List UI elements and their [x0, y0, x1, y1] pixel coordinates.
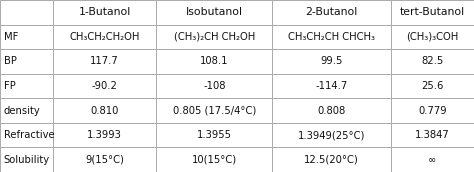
Text: 99.5: 99.5	[320, 56, 343, 66]
Text: 10(15°C): 10(15°C)	[192, 155, 237, 165]
Bar	[156, 98, 272, 123]
Text: density: density	[4, 106, 41, 116]
Text: tert-Butanol: tert-Butanol	[400, 7, 465, 17]
Bar	[53, 74, 156, 98]
Bar	[53, 25, 156, 49]
Text: Solubility: Solubility	[4, 155, 50, 165]
Text: -114.7: -114.7	[315, 81, 347, 91]
Text: 1.3847: 1.3847	[415, 130, 450, 140]
Bar	[53, 123, 156, 147]
Text: 2-Butanol: 2-Butanol	[305, 7, 358, 17]
Text: MF: MF	[4, 32, 18, 42]
Bar	[391, 123, 474, 147]
Text: 1.3949(25°C): 1.3949(25°C)	[298, 130, 365, 140]
Text: BP: BP	[4, 56, 17, 66]
Bar	[0, 123, 53, 147]
Text: CH₃CH₂CH CHCH₃: CH₃CH₂CH CHCH₃	[288, 32, 375, 42]
Bar	[0, 49, 53, 74]
Text: Isobutanol: Isobutanol	[186, 7, 243, 17]
Text: 117.7: 117.7	[90, 56, 119, 66]
Bar	[0, 147, 53, 172]
Text: -90.2: -90.2	[91, 81, 118, 91]
Bar	[272, 74, 391, 98]
Text: 0.779: 0.779	[418, 106, 447, 116]
Text: 0.810: 0.810	[91, 106, 119, 116]
Bar	[156, 147, 272, 172]
Text: (CH₃)₂CH CH₂OH: (CH₃)₂CH CH₂OH	[173, 32, 255, 42]
Text: 0.808: 0.808	[318, 106, 346, 116]
Bar	[391, 98, 474, 123]
Text: 0.805 (17.5/4°C): 0.805 (17.5/4°C)	[173, 106, 256, 116]
Bar	[156, 25, 272, 49]
Bar	[53, 98, 156, 123]
Bar	[272, 147, 391, 172]
Bar	[272, 49, 391, 74]
Bar	[53, 147, 156, 172]
Bar	[272, 0, 391, 25]
Text: 9(15°C): 9(15°C)	[85, 155, 124, 165]
Text: (CH₃)₃COH: (CH₃)₃COH	[406, 32, 458, 42]
Bar	[53, 0, 156, 25]
Bar	[391, 74, 474, 98]
Text: CH₃CH₂CH₂OH: CH₃CH₂CH₂OH	[70, 32, 140, 42]
Text: 1.3993: 1.3993	[87, 130, 122, 140]
Bar	[156, 0, 272, 25]
Text: ∞: ∞	[428, 155, 437, 165]
Text: 108.1: 108.1	[200, 56, 228, 66]
Bar	[53, 49, 156, 74]
Bar	[272, 98, 391, 123]
Bar	[272, 25, 391, 49]
Bar	[156, 49, 272, 74]
Text: -108: -108	[203, 81, 226, 91]
Bar	[0, 0, 53, 25]
Text: Refractive: Refractive	[4, 130, 55, 140]
Bar	[272, 123, 391, 147]
Bar	[0, 74, 53, 98]
Bar	[391, 147, 474, 172]
Text: 12.5(20°C): 12.5(20°C)	[304, 155, 359, 165]
Text: 1.3955: 1.3955	[197, 130, 232, 140]
Bar	[156, 123, 272, 147]
Bar	[391, 49, 474, 74]
Bar	[391, 0, 474, 25]
Bar	[156, 74, 272, 98]
Bar	[0, 25, 53, 49]
Bar	[391, 25, 474, 49]
Bar	[0, 98, 53, 123]
Text: 25.6: 25.6	[421, 81, 444, 91]
Text: 1-Butanol: 1-Butanol	[79, 7, 131, 17]
Text: 82.5: 82.5	[421, 56, 444, 66]
Text: FP: FP	[4, 81, 16, 91]
